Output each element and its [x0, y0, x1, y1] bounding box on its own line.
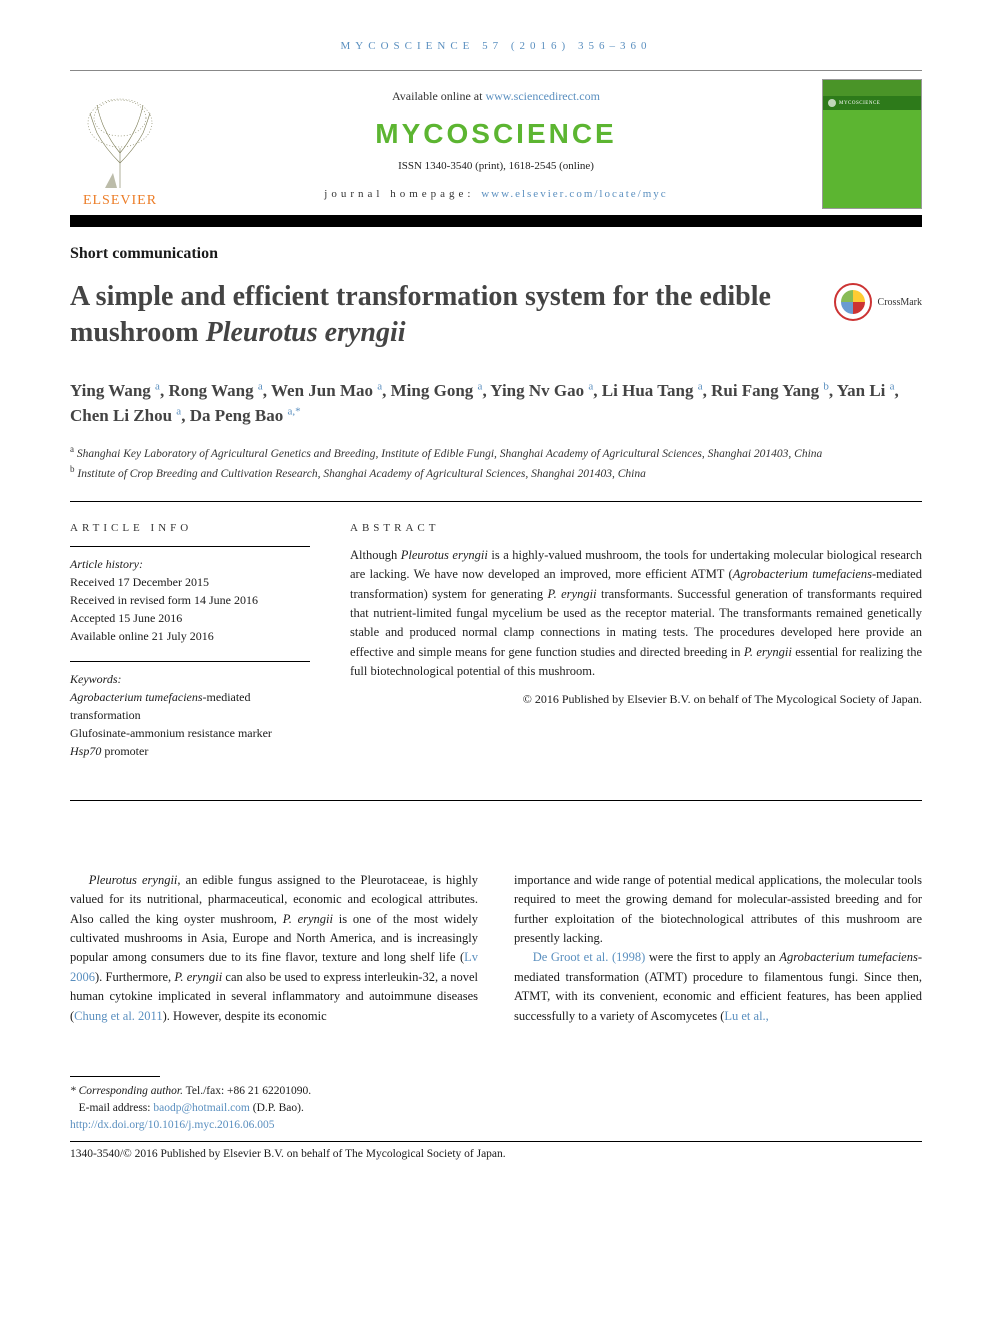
- body-text: Pleurotus eryngii, an edible fungus assi…: [70, 871, 922, 1026]
- crossmark-icon: [834, 283, 872, 321]
- crossmark-label: CrossMark: [878, 297, 922, 308]
- article-info-column: ARTICLE INFO Article history: Received 1…: [70, 522, 310, 776]
- history-received: Received 17 December 2015: [70, 573, 310, 591]
- corresponding-author: * Corresponding author. Tel./fax: +86 21…: [70, 1083, 922, 1100]
- keyword-2: Glufosinate-ammonium resistance marker: [70, 724, 310, 742]
- author-list: Ying Wang a, Rong Wang a, Wen Jun Mao a,…: [70, 378, 922, 429]
- body-right-p1: importance and wide range of potential m…: [514, 871, 922, 949]
- article-history: Article history: Received 17 December 20…: [70, 555, 310, 645]
- keywords-label: Keywords:: [70, 670, 310, 688]
- abstract-text: Although Pleurotus eryngii is a highly-v…: [350, 546, 922, 682]
- corresponding-email-link[interactable]: baodp@hotmail.com: [153, 1102, 250, 1114]
- history-online: Available online 21 July 2016: [70, 627, 310, 645]
- citation-lu-etal[interactable]: Lu et al.,: [724, 1009, 768, 1023]
- masthead: ELSEVIER Available online at www.science…: [70, 70, 922, 209]
- affiliations: a Shanghai Key Laboratory of Agricultura…: [70, 443, 922, 483]
- abstract-copyright: © 2016 Published by Elsevier B.V. on beh…: [350, 692, 922, 707]
- doi-link[interactable]: http://dx.doi.org/10.1016/j.myc.2016.06.…: [70, 1119, 275, 1131]
- journal-brand: MYCOSCIENCE: [182, 118, 810, 150]
- crossmark-widget[interactable]: CrossMark: [834, 283, 922, 321]
- history-label: Article history:: [70, 555, 310, 573]
- history-accepted: Accepted 15 June 2016: [70, 609, 310, 627]
- affiliation-a: a Shanghai Key Laboratory of Agricultura…: [70, 443, 922, 463]
- affiliation-b: b Institute of Crop Breeding and Cultiva…: [70, 463, 922, 483]
- email-line: E-mail address: baodp@hotmail.com (D.P. …: [70, 1100, 922, 1117]
- homepage-link[interactable]: www.elsevier.com/locate/myc: [481, 188, 667, 200]
- citation-chung-2011[interactable]: Chung et al. 2011: [74, 1009, 162, 1023]
- keyword-3: Hsp70 promoter: [70, 742, 310, 760]
- homepage-line: journal homepage: www.elsevier.com/locat…: [182, 188, 810, 200]
- running-head: MYCOSCIENCE 57 (2016) 356–360: [70, 40, 922, 52]
- black-divider-bar: [70, 215, 922, 227]
- journal-cover-thumb[interactable]: MYCOSCIENCE: [822, 79, 922, 209]
- elsevier-tree-icon: [75, 93, 165, 193]
- footnotes: * Corresponding author. Tel./fax: +86 21…: [70, 1076, 922, 1163]
- elsevier-logo[interactable]: ELSEVIER: [70, 79, 170, 209]
- article-info-heading: ARTICLE INFO: [70, 522, 310, 534]
- available-online-line: Available online at www.sciencedirect.co…: [182, 89, 810, 104]
- article-type: Short communication: [70, 245, 922, 263]
- available-prefix: Available online at: [392, 89, 485, 103]
- issn-line: ISSN 1340-3540 (print), 1618-2545 (onlin…: [182, 160, 810, 172]
- keyword-1: Agrobacterium tumefaciens-mediated trans…: [70, 688, 310, 724]
- issn-copyright-line: 1340-3540/© 2016 Published by Elsevier B…: [70, 1141, 922, 1163]
- elsevier-wordmark: ELSEVIER: [83, 193, 157, 209]
- masthead-center: Available online at www.sciencedirect.co…: [182, 79, 810, 209]
- abstract-column: ABSTRACT Although Pleurotus eryngii is a…: [350, 522, 922, 776]
- history-revised: Received in revised form 14 June 2016: [70, 591, 310, 609]
- title-text: A simple and efficient transformation sy…: [70, 281, 771, 348]
- homepage-prefix: journal homepage:: [324, 188, 481, 200]
- article-title: A simple and efficient transformation sy…: [70, 279, 814, 352]
- title-species: Pleurotus eryngii: [206, 317, 406, 348]
- body-left-column: Pleurotus eryngii, an edible fungus assi…: [70, 871, 478, 1026]
- abstract-heading: ABSTRACT: [350, 522, 922, 534]
- keywords-block: Keywords: Agrobacterium tumefaciens-medi…: [70, 670, 310, 760]
- cover-band-text: MYCOSCIENCE: [839, 101, 880, 106]
- sciencedirect-link[interactable]: www.sciencedirect.com: [485, 89, 600, 103]
- body-right-column: importance and wide range of potential m…: [514, 871, 922, 1026]
- citation-degroot-1998[interactable]: De Groot et al. (1998): [533, 950, 646, 964]
